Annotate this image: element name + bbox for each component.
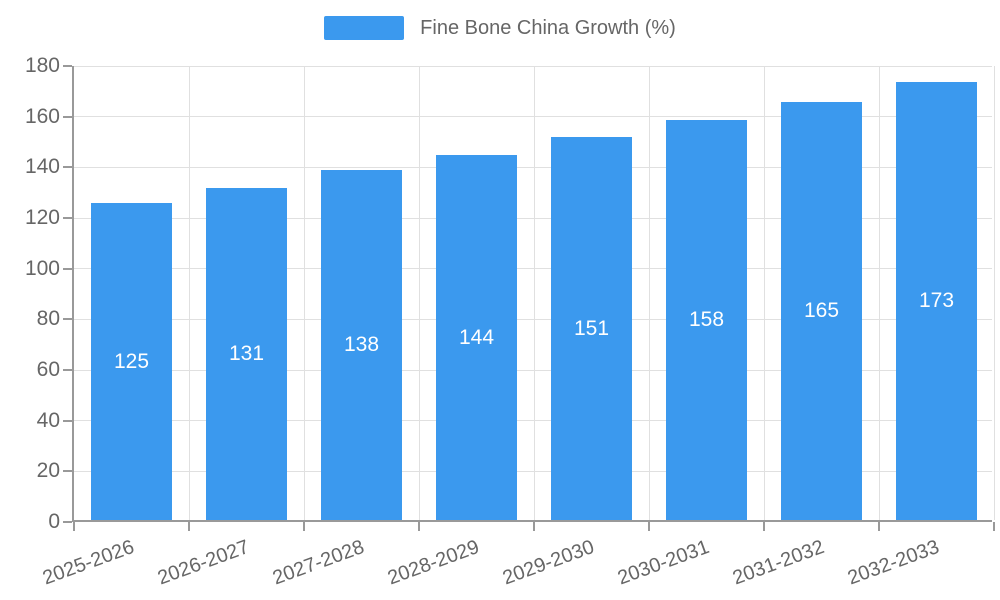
y-axis-tick xyxy=(63,217,72,219)
y-axis-tick xyxy=(63,166,72,169)
x-axis-label: 2028-2029 xyxy=(384,536,483,590)
bar-value-label: 131 xyxy=(228,342,265,366)
bar[interactable]: 151 xyxy=(551,137,632,520)
x-axis-tick xyxy=(73,522,75,531)
y-axis-label: 60 xyxy=(36,358,60,381)
gridline-vertical xyxy=(878,66,880,520)
bar[interactable]: 138 xyxy=(321,170,402,520)
y-axis-label: 160 xyxy=(24,104,60,128)
gridline-vertical xyxy=(418,66,420,520)
gridline-vertical xyxy=(303,66,305,520)
gridline-vertical xyxy=(993,66,995,520)
plot-area: 0 20 40 60 80 100 120 140 160 180 125 2025-2026 131 2… xyxy=(25,55,995,589)
y-axis-tick xyxy=(63,318,72,321)
bar[interactable]: 131 xyxy=(206,188,287,520)
gridline-horizontal xyxy=(74,318,992,320)
x-axis-label: 2032-2033 xyxy=(844,536,943,590)
bar-value-label: 138 xyxy=(343,333,380,357)
bar[interactable]: 173 xyxy=(896,81,977,520)
legend-item[interactable]: Fine Bone China Growth (%) xyxy=(324,16,676,40)
bar-value-label: 125 xyxy=(113,349,150,373)
x-axis-label: 2031-2032 xyxy=(729,536,828,590)
x-axis-tick xyxy=(418,522,420,531)
y-axis-tick xyxy=(63,521,72,523)
gridline-horizontal xyxy=(74,166,992,168)
y-axis-label: 80 xyxy=(36,307,60,331)
gridline-vertical xyxy=(188,66,190,520)
chart-legend: Fine Bone China Growth (%) xyxy=(0,16,1000,40)
x-axis-tick xyxy=(763,522,765,531)
gridline-horizontal xyxy=(74,116,992,118)
gridline-vertical xyxy=(763,66,765,520)
y-axis-tick xyxy=(63,267,72,270)
legend-swatch-icon xyxy=(324,16,405,40)
y-axis-tick xyxy=(63,419,72,422)
bar-value-label: 158 xyxy=(688,307,725,331)
y-axis-tick xyxy=(63,65,72,67)
x-axis-tick xyxy=(533,522,535,531)
gridline-vertical xyxy=(533,66,535,520)
x-axis-tick xyxy=(648,522,650,531)
gridline-horizontal xyxy=(74,369,992,371)
x-axis-tick xyxy=(993,522,995,531)
y-axis-label: 140 xyxy=(24,155,60,179)
y-axis-tick xyxy=(63,115,72,118)
gridline-horizontal xyxy=(74,217,992,219)
x-axis-label: 2026-2027 xyxy=(154,536,253,590)
gridline-horizontal xyxy=(74,268,992,270)
gridline-horizontal xyxy=(74,65,992,67)
bar[interactable]: 125 xyxy=(91,203,172,520)
bar[interactable]: 144 xyxy=(436,155,517,520)
bar[interactable]: 165 xyxy=(781,102,862,520)
legend-label: Fine Bone China Growth (%) xyxy=(420,16,676,39)
y-axis-label: 40 xyxy=(36,408,60,432)
gridline-vertical xyxy=(648,66,650,520)
y-axis-label: 20 xyxy=(36,459,60,483)
y-axis-label: 100 xyxy=(24,256,60,280)
x-axis-tick xyxy=(188,522,190,531)
bar-value-label: 165 xyxy=(803,299,840,322)
y-axis-label: 0 xyxy=(48,510,60,533)
x-axis-label: 2025-2026 xyxy=(39,536,138,590)
y-axis-label: 120 xyxy=(24,206,60,229)
gridline-horizontal xyxy=(74,420,992,422)
y-axis-tick xyxy=(63,470,72,473)
x-axis-label: 2027-2028 xyxy=(269,536,368,590)
bar[interactable]: 158 xyxy=(666,119,747,520)
x-axis-label: 2030-2031 xyxy=(614,536,713,590)
x-axis-tick xyxy=(303,522,305,531)
x-axis-tick xyxy=(878,522,880,531)
bar-value-label: 151 xyxy=(573,316,610,340)
bar-value-label: 173 xyxy=(918,288,955,312)
bar-value-label: 144 xyxy=(458,325,495,349)
y-axis-tick xyxy=(63,369,72,371)
x-axis-label: 2029-2030 xyxy=(499,536,598,590)
y-axis-label: 180 xyxy=(24,54,60,77)
gridline-horizontal xyxy=(74,470,992,472)
